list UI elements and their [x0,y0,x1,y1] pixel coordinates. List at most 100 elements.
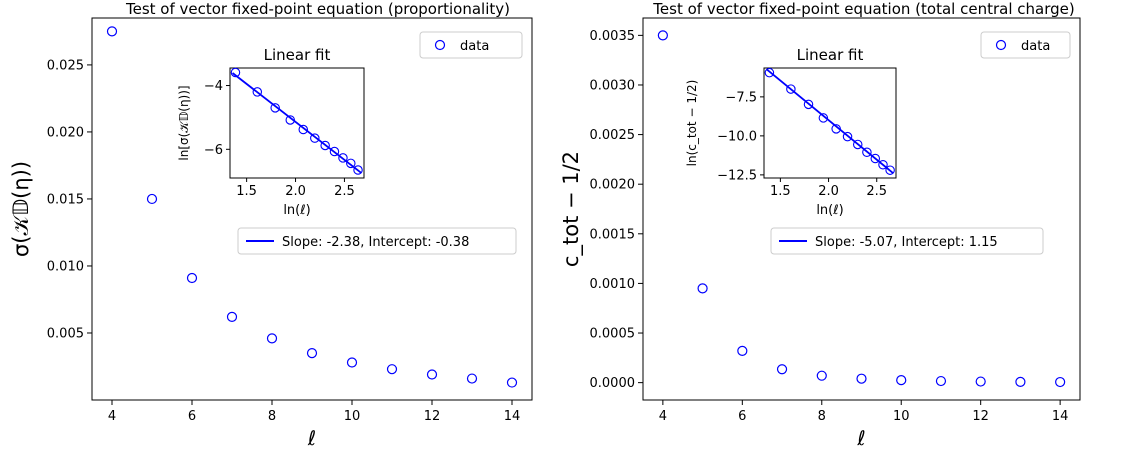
chart-2-data-point [697,283,708,294]
chart-2-x-tick-label: 12 [972,409,989,424]
chart-2-inset-data-point [831,124,841,134]
chart-1-inset-x-tick-label: 1.5 [236,184,257,199]
chart-2-y-tick-label: 0.0020 [590,178,636,193]
chart-1-inset-data-point [270,103,280,113]
chart-1-data-point [266,333,278,344]
chart-2-legend-label: data [1021,39,1050,54]
chart-2-inset-x-tick-label: 1.5 [770,184,791,199]
chart-1-data-point [306,347,318,359]
chart-1-fit-legend-label: Slope: -2.38, Intercept: -0.38 [282,235,469,250]
chart-2-inset-data-point [852,139,863,150]
chart-1-y-tick-label: 0.015 [47,192,84,207]
chart-2-data-point [816,370,827,381]
chart-2-x-tick-label: 4 [659,409,667,424]
chart-1-inset-y-tick-label: −6 [204,143,223,158]
chart-1-inset-data-point [329,146,340,157]
chart-1-x-tick-label: 14 [504,409,521,424]
chart-1-x-tick-label: 4 [108,409,116,424]
chart-2-inset-x-tick-label: 2.0 [818,184,839,199]
chart-1-inset-data-point [298,124,309,135]
chart-1-y-label: σ(𝒦𝔻(η)) [9,161,33,257]
chart-2-y-tick-label: 0.0015 [590,227,636,242]
chart-2-y-tick-label: 0.0030 [590,78,636,93]
chart-2-legend-frame [980,31,1071,59]
chart-2-data-point [737,345,748,356]
chart-2-inset-data-point [862,147,872,158]
chart-1-inset: Linear fit 1.5 2.0 2.5 −4 −6 ln(ℓ) ln[σ(𝒦𝔻(η))] [177,46,365,218]
chart-1-data-point [386,364,398,375]
chart-2-inset-y-tick-label: −10.0 [717,129,757,144]
chart-1-fit-legend: Slope: -2.38, Intercept: -0.38 [237,227,517,255]
chart-2-data-point [776,364,788,375]
chart-1-legend-frame [419,31,523,59]
chart-1-inset-data-point [353,165,363,175]
chart-2-inset-title: Linear fit [797,46,864,64]
chart-1-inset-x-tick-label: 2.0 [285,184,306,199]
chart-2-inset-x-tick-label: 2.5 [866,184,887,199]
chart-1-inset-x-tick-label: 2.5 [334,184,355,199]
chart-1-data-point [226,311,238,322]
chart-2-y-tick-label: 0.0005 [590,327,636,342]
chart-2-legend: data [980,31,1071,59]
chart-2-data-point [1015,376,1026,387]
chart-1-title: Test of vector fixed-point equation (pro… [125,0,510,18]
chart-1-inset-title: Linear fit [264,46,331,64]
chart-2-inset-data-point [878,159,888,170]
chart-1-inset-data-point [346,158,356,169]
chart-1-x-tick-label: 6 [188,409,196,424]
chart-1-data-point [186,272,198,284]
chart-2-inset-data-point [786,84,796,94]
chart-2-inset-data-point [818,113,829,123]
chart-1-y-tick-label: 0.005 [47,326,84,341]
chart-2: Test of vector fixed-point equation (tot… [559,0,1081,450]
chart-1-legend-label: data [460,39,489,54]
chart-2-x-tick-label: 14 [1052,409,1069,424]
chart-2-axes-frame [642,17,1081,401]
chart-1-inset-y-label: ln[σ(𝒦𝔻(η))] [177,85,191,160]
chart-2-fit-legend-label: Slope: -5.07, Intercept: 1.15 [815,235,998,250]
chart-2-data-point [1055,376,1066,388]
chart-2-x-tick-label: 6 [738,409,746,424]
chart-2-legend-marker [995,39,1007,51]
chart-2-inset-data-point [885,165,895,175]
chart-1-data-point [466,373,478,384]
chart-1-x-tick-label: 10 [344,409,361,424]
chart-2-inset-y-tick-label: −12.5 [717,168,757,183]
chart-2-inset-data-point [842,131,853,142]
chart-1-data-point [506,377,518,388]
chart-2-data-point [657,30,668,41]
chart-1-x-tick-label: 8 [268,409,276,424]
chart-2-inset-data-point [870,153,881,164]
chart-2-data-point [935,375,947,387]
chart-1-x-tick-label: 12 [424,409,441,424]
chart-2-data-point [896,375,907,386]
chart-2-y-tick-label: 0.0035 [590,29,636,44]
chart-1-legend: data [419,31,523,59]
chart-2-y-tick-label: 0.0010 [590,277,636,292]
chart-1-data-point [106,26,118,37]
chart-2-inset-data-point [764,67,775,78]
chart-1-inset-data-point [338,153,348,163]
chart-1-y-tick-label: 0.020 [47,125,84,140]
chart-1-legend-marker [434,39,446,51]
chart-1-inset-data-point [285,115,296,125]
chart-1-inset-x-label: ln(ℓ) [283,203,310,218]
chart-2-x-tick-label: 8 [818,409,826,424]
chart-2-inset-x-label: ln(ℓ) [816,203,843,218]
chart-1-inset-y-tick-label: −4 [204,79,223,94]
chart-2-inset-y-label: ln(c_tot − 1/2) [685,80,699,167]
chart-2-title: Test of vector fixed-point equation (tot… [652,0,1074,18]
chart-1-y-tick-label: 0.010 [47,259,84,274]
chart-2-y-label: c_tot − 1/2 [559,151,584,267]
chart-2-fit-legend: Slope: -5.07, Intercept: 1.15 [770,227,1044,255]
chart-1-inset-data-point [230,67,241,78]
chart-2-inset: Linear fit 1.5 2.0 2.5 −7.5 −10.0 −12.5 ln(ℓ) ln… [685,46,897,218]
chart-2-fit-legend-frame [770,227,1044,255]
chart-2-inset-y-tick-label: −7.5 [725,90,757,105]
chart-2-x-tick-label: 10 [893,409,910,424]
chart-1-axes-frame [91,17,533,401]
chart-2-inset-data-point [803,99,814,110]
chart-2-data-point [975,376,986,387]
chart-2-y-tick-label: 0.0000 [590,376,636,391]
